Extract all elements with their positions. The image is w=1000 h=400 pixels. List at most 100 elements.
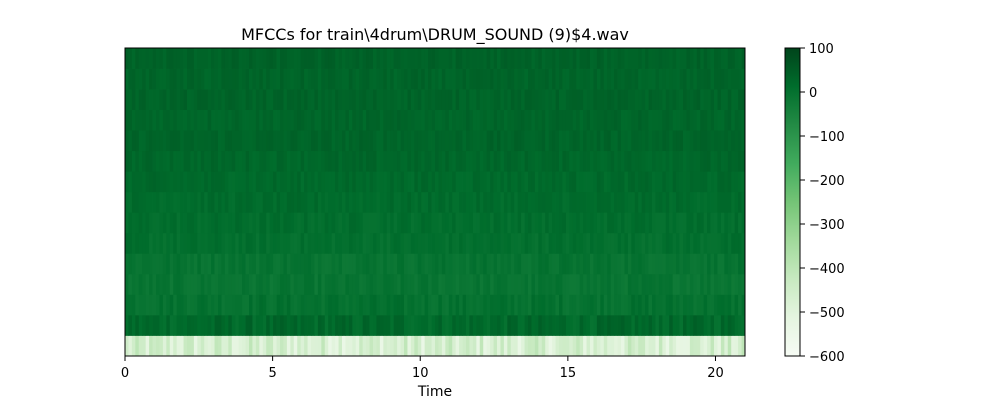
heatmap-cell xyxy=(679,191,684,213)
heatmap-cell xyxy=(262,335,267,357)
heatmap-cell xyxy=(634,48,639,69)
heatmap-cell xyxy=(214,89,219,110)
heatmap-cell xyxy=(128,48,133,69)
heatmap-cell xyxy=(135,273,140,295)
heatmap-cell xyxy=(562,150,567,172)
heatmap-cell xyxy=(424,68,429,90)
heatmap-cell xyxy=(221,232,226,254)
heatmap-cell xyxy=(562,314,567,336)
heatmap-cell xyxy=(614,130,618,152)
heatmap-cell xyxy=(166,68,171,90)
heatmap-cell xyxy=(531,150,536,172)
heatmap-cell xyxy=(596,294,601,316)
heatmap-cell xyxy=(314,130,319,152)
heatmap-cell xyxy=(266,314,271,336)
heatmap-cell xyxy=(738,232,742,254)
heatmap-cell xyxy=(696,171,701,193)
heatmap-cell xyxy=(307,109,312,131)
heatmap-cell xyxy=(252,130,257,152)
heatmap-cell xyxy=(727,232,732,254)
heatmap-cell xyxy=(269,89,274,110)
heatmap-cell xyxy=(218,48,222,69)
heatmap-cell xyxy=(455,212,460,234)
heatmap-cell xyxy=(479,294,484,316)
heatmap-cell xyxy=(252,89,257,110)
heatmap-cell xyxy=(435,191,439,213)
heatmap-cell xyxy=(645,232,649,254)
heatmap-cell xyxy=(135,212,140,234)
heatmap-cell xyxy=(383,212,388,234)
heatmap-cell xyxy=(500,48,505,69)
heatmap-cell xyxy=(348,314,353,336)
heatmap-cell xyxy=(414,253,419,275)
heatmap-cell xyxy=(707,253,711,275)
heatmap-cell xyxy=(262,68,267,90)
heatmap-cell xyxy=(262,294,267,316)
heatmap-cell xyxy=(166,171,171,193)
heatmap-cell xyxy=(156,335,160,357)
heatmap-cell xyxy=(600,109,605,131)
heatmap-cell xyxy=(407,273,412,295)
heatmap-cell xyxy=(576,171,581,193)
heatmap-cell xyxy=(538,48,543,69)
heatmap-cell xyxy=(621,273,625,295)
heatmap-cell xyxy=(538,294,543,316)
heatmap-cell xyxy=(727,89,732,110)
heatmap-cell xyxy=(621,89,625,110)
heatmap-cell xyxy=(528,89,532,110)
heatmap-cell xyxy=(507,273,512,295)
heatmap-cell xyxy=(476,314,481,336)
heatmap-cell xyxy=(262,150,267,172)
heatmap-cell xyxy=(634,150,639,172)
x-axis-label: Time xyxy=(417,384,452,400)
heatmap-cell xyxy=(655,273,660,295)
heatmap-cell xyxy=(493,253,498,275)
heatmap-cell xyxy=(355,68,360,90)
heatmap-cell xyxy=(407,335,412,357)
heatmap-cell xyxy=(386,109,391,131)
heatmap-cell xyxy=(534,273,539,295)
heatmap-cell xyxy=(662,109,667,131)
heatmap-cell xyxy=(166,232,171,254)
heatmap-cell xyxy=(521,253,525,275)
heatmap-cell xyxy=(672,273,677,295)
heatmap-cell xyxy=(631,253,636,275)
heatmap-cell xyxy=(231,335,236,357)
heatmap-cell xyxy=(211,130,215,152)
heatmap-cell xyxy=(242,171,246,193)
heatmap-cell xyxy=(603,68,608,90)
heatmap-cell xyxy=(149,171,153,193)
heatmap-cell xyxy=(228,68,233,90)
heatmap-cell xyxy=(634,294,639,316)
heatmap-cell xyxy=(424,273,429,295)
heatmap-cell xyxy=(586,232,591,254)
heatmap-cell xyxy=(724,232,729,254)
heatmap-cell xyxy=(293,109,298,131)
heatmap-cell xyxy=(658,232,663,254)
heatmap-cell xyxy=(583,150,587,172)
heatmap-cell xyxy=(345,253,350,275)
heatmap-cell xyxy=(273,130,277,152)
heatmap-cell xyxy=(452,232,457,254)
heatmap-cell xyxy=(669,335,674,357)
heatmap-cell xyxy=(269,150,274,172)
heatmap-cell xyxy=(393,191,398,213)
heatmap-cell xyxy=(583,109,587,131)
heatmap-cell xyxy=(703,314,708,336)
heatmap-cell xyxy=(383,253,388,275)
heatmap-cell xyxy=(720,294,725,316)
heatmap-cell xyxy=(331,212,336,234)
heatmap-cell xyxy=(528,191,532,213)
heatmap-cell xyxy=(293,191,298,213)
heatmap-cell xyxy=(207,130,212,152)
heatmap-cell xyxy=(421,109,426,131)
heatmap-cell xyxy=(142,273,147,295)
heatmap-cell xyxy=(700,232,705,254)
heatmap-cell xyxy=(452,171,457,193)
heatmap-cell xyxy=(569,150,574,172)
heatmap-cell xyxy=(228,109,233,131)
heatmap-cell xyxy=(187,150,191,172)
heatmap-cell xyxy=(459,191,463,213)
heatmap-cell xyxy=(572,253,577,275)
heatmap-cell xyxy=(166,335,171,357)
